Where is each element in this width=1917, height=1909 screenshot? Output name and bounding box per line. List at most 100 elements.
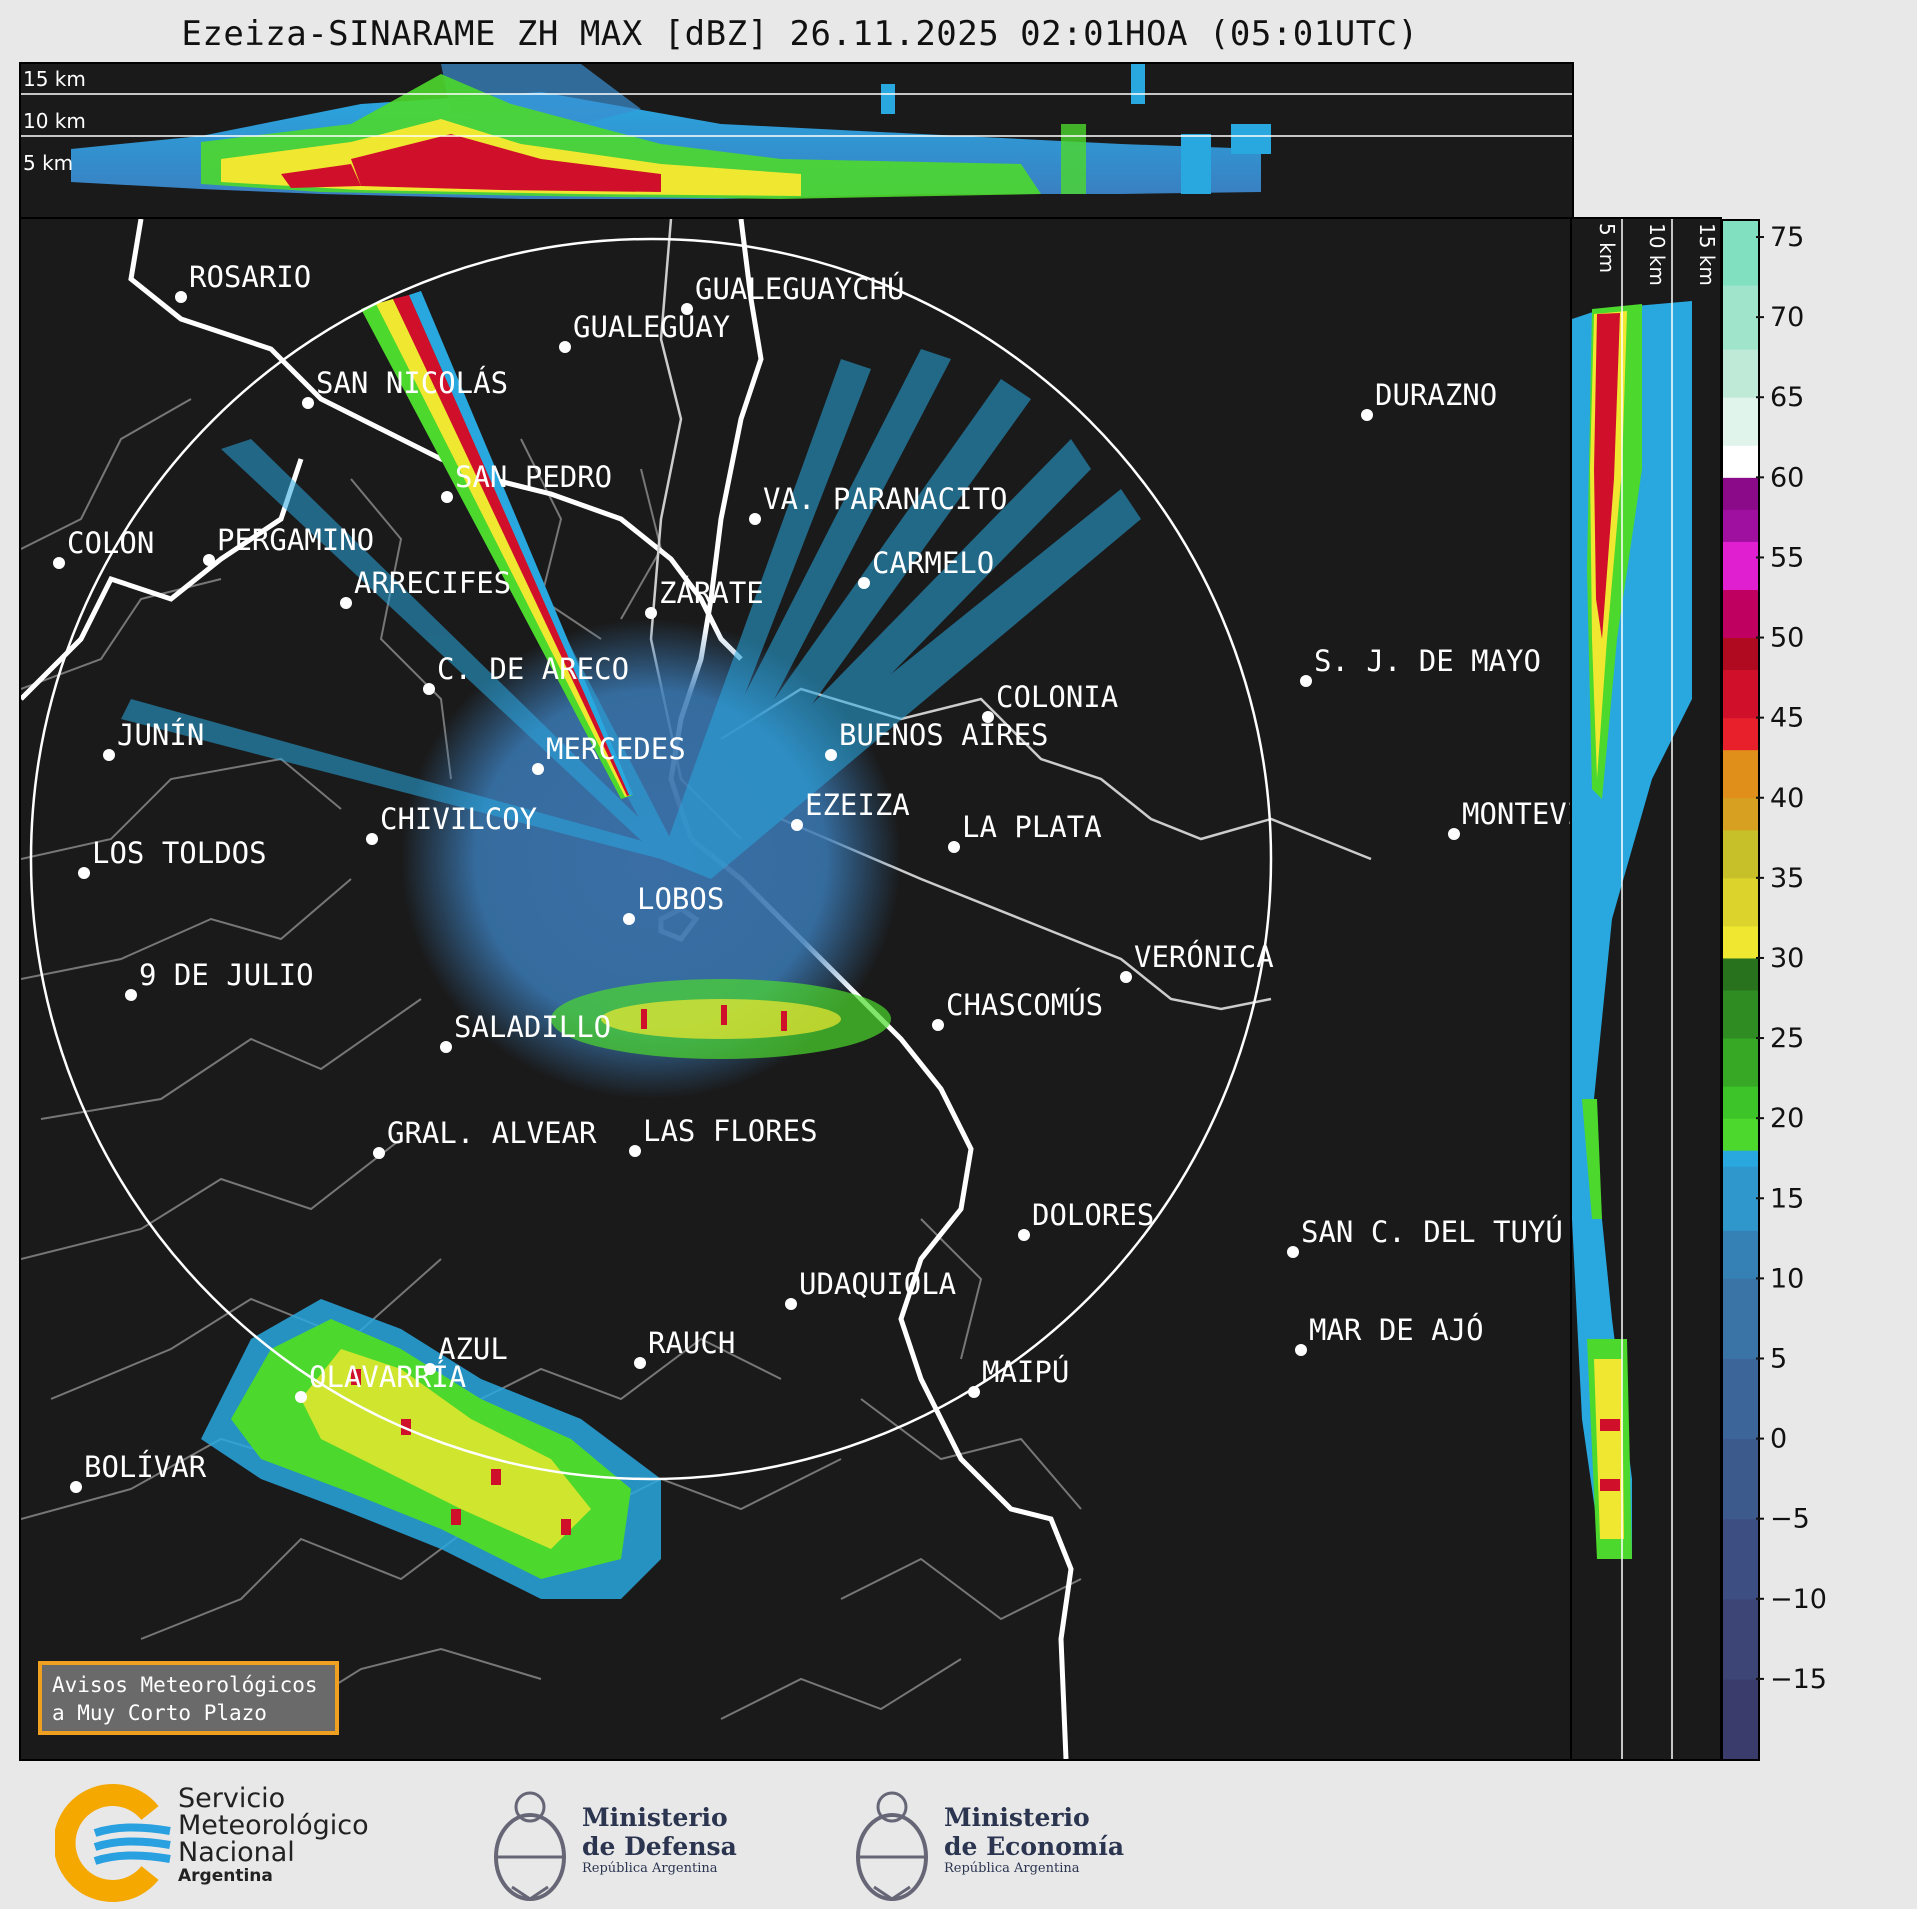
top-echo-cell (881, 84, 895, 114)
city-marker (373, 1147, 385, 1159)
side-echo-cell (1600, 1479, 1620, 1491)
city-label: SALADILLO (454, 1010, 611, 1044)
city-marker (825, 749, 837, 761)
side-height-label: 5 km (1595, 223, 1619, 273)
city-marker (1361, 409, 1373, 421)
city-marker (623, 913, 635, 925)
city-label: 9 DE JULIO (139, 958, 314, 992)
top-echo-cell (1131, 64, 1145, 104)
city-label: COLONIA (996, 680, 1118, 714)
top-echo-red-2 (281, 164, 361, 188)
colorbar-tick-label: 30 (1770, 943, 1804, 974)
colorbar-band (1723, 637, 1758, 671)
side-echo-lower (1582, 1099, 1602, 1219)
top-echo-cell (1231, 124, 1271, 154)
colorbar-tick-label: −15 (1770, 1664, 1827, 1695)
side-cross-section-panel: 5 km 10 km 15 km (1570, 217, 1722, 1761)
colorbar-band (1723, 1438, 1758, 1520)
defensa-seal-icon (494, 1791, 566, 1901)
city-marker (559, 341, 571, 353)
city-label: MAIPÚ (982, 1355, 1069, 1389)
colorbar-band (1723, 509, 1758, 542)
city-marker (70, 1481, 82, 1493)
city-label: RAUCH (648, 1326, 735, 1360)
smn-text-2: Meteorológico (178, 1810, 369, 1841)
defensa-logo-text: Ministerio de Defensa República Argentin… (582, 1803, 737, 1876)
city-label: SAN NICOLÁS (316, 366, 508, 400)
city-marker (441, 491, 453, 503)
city-marker (78, 867, 90, 879)
colorbar-tick-label: 60 (1770, 462, 1804, 493)
top-echo-cell (1061, 124, 1086, 194)
city-marker (1120, 971, 1132, 983)
colorbar (1721, 219, 1760, 1761)
city-marker (932, 1019, 944, 1031)
colorbar-band (1723, 1598, 1758, 1680)
colorbar-tick-label: 65 (1770, 382, 1804, 413)
colorbar-band (1723, 877, 1758, 927)
city-label: CHASCOMÚS (946, 988, 1103, 1022)
economia-seal-icon (856, 1791, 928, 1901)
city-marker (423, 683, 435, 695)
city-marker (424, 1363, 436, 1375)
city-marker (125, 989, 137, 1001)
colorbar-tick-label: 15 (1770, 1183, 1804, 1214)
city-label: VERÓNICA (1134, 940, 1274, 974)
city-label: C. DE ARECO (437, 652, 629, 686)
city-marker (53, 557, 65, 569)
economia-text-3: República Argentina (944, 1861, 1080, 1876)
colorbar-band (1723, 349, 1758, 398)
colorbar-tick-label: 70 (1770, 302, 1804, 333)
top-echo-red (351, 134, 661, 192)
colorbar-band (1723, 1230, 1758, 1279)
smn-logo-text: Servicio Meteorológico Nacional Argentin… (178, 1785, 369, 1886)
city-marker (440, 1041, 452, 1053)
colorbar-band (1723, 221, 1758, 286)
city-label: BOLÍVAR (84, 1450, 207, 1484)
city-label: MERCEDES (546, 732, 686, 766)
city-marker (1448, 828, 1460, 840)
city-marker (968, 1386, 980, 1398)
economia-text-1: Ministerio (944, 1803, 1090, 1832)
side-echo-cell (1600, 1419, 1620, 1431)
city-marker (532, 763, 544, 775)
city-marker (1287, 1246, 1299, 1258)
aviso-box: Avisos Meteorológicos a Muy Corto Plazo (38, 1661, 339, 1735)
city-layer: ROSARIO GUALEGUAYCHÚ GUALEGUAY SAN NICOLÁS D… (53, 260, 1572, 1493)
city-label: S. J. DE MAYO (1314, 644, 1541, 678)
city-marker (948, 841, 960, 853)
defensa-text-2: de Defensa (582, 1832, 737, 1861)
city-label: GUALEGUAYCHÚ (695, 272, 905, 306)
city-label: ARRECIFES (354, 566, 511, 600)
radar-map-panel: ROSARIO GUALEGUAYCHÚ GUALEGUAY SAN NICOLÁS D… (19, 217, 1574, 1761)
city-label: JUNÍN (117, 718, 204, 752)
city-marker (791, 819, 803, 831)
colorbar-tick-label: 45 (1770, 703, 1804, 734)
top-height-label: 15 km (23, 67, 86, 91)
city-label: COLON (67, 526, 154, 560)
colorbar-tick-label: 5 (1770, 1343, 1787, 1374)
city-label: OLAVARRÍA (309, 1360, 466, 1394)
city-marker (645, 607, 657, 619)
city-marker (1018, 1229, 1030, 1241)
colorbar-tick-label: 55 (1770, 542, 1804, 573)
side-echo-red (1594, 313, 1620, 639)
colorbar-band (1723, 397, 1758, 446)
ne-spokes (121, 349, 1141, 879)
logo-bar: Servicio Meteorológico Nacional Argentin… (0, 1765, 1917, 1909)
top-cross-section-svg: 15 km 10 km 5 km (21, 64, 1572, 199)
defensa-text-3: República Argentina (582, 1861, 718, 1876)
city-label: CHIVILCOY (380, 802, 537, 836)
city-label: SAN PEDRO (455, 460, 612, 494)
top-height-label: 10 km (23, 109, 86, 133)
city-label: LOS TOLDOS (92, 836, 267, 870)
city-marker (175, 291, 187, 303)
city-marker (203, 554, 215, 566)
colorbar-band (1723, 749, 1758, 799)
colorbar-band (1723, 477, 1758, 510)
colorbar-band (1723, 990, 1758, 1039)
city-label: PERGAMINO (217, 523, 374, 557)
city-label: DOLORES (1032, 1198, 1154, 1232)
side-echo-lower-yellow (1594, 1359, 1624, 1539)
